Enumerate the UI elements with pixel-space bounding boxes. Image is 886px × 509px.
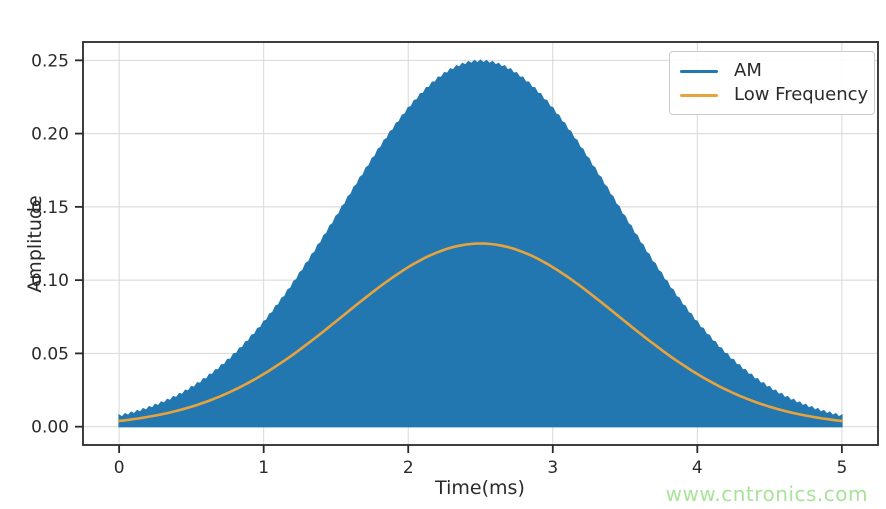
x-tick-label: 4 (692, 458, 703, 478)
y-tick-label: 0.15 (31, 198, 69, 218)
watermark: www.cntronics.com (665, 482, 868, 506)
x-tick-label: 1 (258, 458, 269, 478)
x-tick-label: 3 (547, 458, 558, 478)
series-layer (117, 59, 844, 428)
x-axis-label: Time(ms) (434, 477, 525, 499)
y-tick-label: 0.00 (31, 418, 69, 438)
plot-border (82, 41, 879, 446)
legend: AM Low Frequency (669, 51, 875, 115)
x-tick-label: 0 (114, 458, 125, 478)
legend-item-low-frequency: Low Frequency (680, 83, 869, 107)
am-line-swatch (680, 69, 718, 73)
legend-label-low-frequency: Low Frequency (734, 84, 869, 105)
x-tick-label: 5 (836, 458, 847, 478)
low-frequency-line-swatch (680, 93, 718, 97)
y-tick-label: 0.20 (31, 125, 69, 145)
y-tick-label: 0.05 (31, 344, 69, 364)
low-frequency-line (117, 242, 844, 423)
y-tick-label: 0.25 (31, 51, 69, 71)
legend-label-am: AM (734, 60, 762, 81)
legend-item-am: AM (680, 59, 866, 83)
axes-layer: 0 1 2 3 4 50.000.050.100.150.200.25 Time(ms) … (24, 41, 879, 499)
tick-marks-and-labels: 0 1 2 3 4 5 0.00 0.05 0.10 0.15 0.20 0.25 (31, 51, 847, 478)
y-axis-label: Amplitude (24, 195, 46, 292)
x-tick-label: 2 (403, 458, 414, 478)
y-tick-label: 0.10 (31, 271, 69, 291)
